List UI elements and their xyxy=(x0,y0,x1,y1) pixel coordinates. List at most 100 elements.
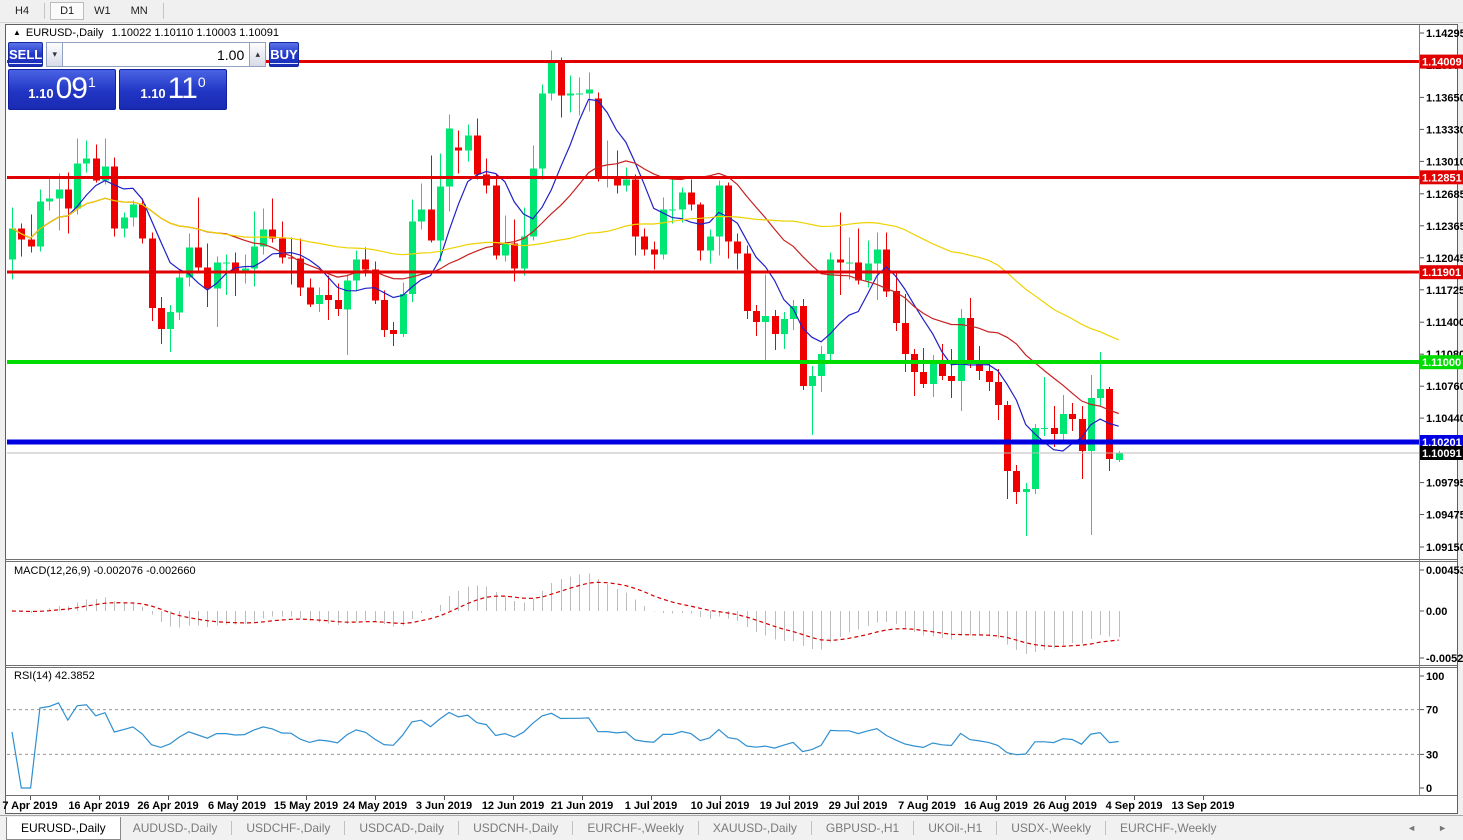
candle xyxy=(744,245,751,320)
candle-body xyxy=(214,262,221,289)
date-label: 7 Aug 2019 xyxy=(898,800,956,812)
candle xyxy=(920,348,927,389)
buy-price-box[interactable]: 1.10110 xyxy=(119,69,227,110)
candle-body xyxy=(614,176,621,186)
candle xyxy=(130,200,137,227)
tab-eurchf-weekly[interactable]: EURCHF-,Weekly xyxy=(587,821,684,835)
toolbar-separator xyxy=(162,3,164,19)
candle xyxy=(400,282,407,338)
price-tick-label: 1.12365 xyxy=(1426,221,1463,233)
candle xyxy=(1013,465,1020,504)
candle xyxy=(465,124,472,162)
candle-body xyxy=(1004,405,1011,471)
candle-body xyxy=(409,221,416,295)
chart-symbol-label: EURUSD-,Daily xyxy=(25,27,104,39)
timeframe-button-h4[interactable]: H4 xyxy=(5,2,39,20)
rsi-label: RSI(14) 42.3852 xyxy=(14,670,95,682)
tab-ukoil-h1[interactable]: UKOil-,H1 xyxy=(928,821,983,835)
macd-signal-line xyxy=(11,581,1119,648)
candle xyxy=(632,174,639,256)
candle-body xyxy=(65,189,72,209)
candle-body xyxy=(1032,428,1039,489)
timeframe-button-d1[interactable]: D1 xyxy=(50,2,85,20)
tab-gbpusd-h1[interactable]: GBPUSD-,H1 xyxy=(825,821,900,835)
candle-body xyxy=(772,316,779,335)
candle-body xyxy=(781,319,788,335)
tab-eurchf-weekly[interactable]: EURCHF-,Weekly xyxy=(1120,821,1217,835)
tab-eurusd-daily[interactable]: EURUSD-,Daily xyxy=(6,816,121,840)
candle-body xyxy=(679,192,686,210)
candle xyxy=(1069,403,1076,432)
candle-body xyxy=(37,201,44,247)
volume-increase-button[interactable]: ▴ xyxy=(249,42,267,67)
candle xyxy=(874,232,881,301)
candle-body xyxy=(502,243,509,256)
candle xyxy=(9,207,16,280)
macd-scale-label: 0.00 xyxy=(1426,606,1447,618)
date-label: 10 Jul 2019 xyxy=(691,800,750,812)
candle-body xyxy=(641,236,648,250)
candle xyxy=(567,75,574,113)
candle xyxy=(995,369,1002,421)
candle-body xyxy=(986,371,993,383)
tab-xauusd-daily[interactable]: XAUUSD-,Daily xyxy=(712,821,797,835)
price-level-label: 1.11901 xyxy=(1422,267,1461,279)
candle-body xyxy=(669,209,676,211)
candle-body xyxy=(716,185,723,237)
candle-body xyxy=(530,168,537,237)
sell-price-box[interactable]: 1.10091 xyxy=(8,69,116,110)
tab-usdcad-daily[interactable]: USDCAD-,Daily xyxy=(359,821,445,835)
candle xyxy=(1106,387,1113,472)
volume-input[interactable] xyxy=(63,42,250,67)
candle xyxy=(837,212,844,296)
candle xyxy=(948,349,955,399)
candle xyxy=(725,182,732,259)
candle xyxy=(223,254,230,296)
candle-body xyxy=(707,236,714,251)
volume-decrease-button[interactable]: ▾ xyxy=(46,42,64,67)
candle xyxy=(809,366,816,436)
level-line-1.11901 xyxy=(7,270,1420,274)
price-tick-label: 1.11400 xyxy=(1426,317,1463,329)
candle xyxy=(418,183,425,230)
tab-usdx-weekly[interactable]: USDX-,Weekly xyxy=(1011,821,1092,835)
timeframe-button-mn[interactable]: MN xyxy=(121,2,158,20)
candle-body xyxy=(335,300,342,310)
buy-price-prefix: 1.10 xyxy=(140,86,166,101)
chart-title: ▲ EURUSD-,Daily 1.10022 1.10110 1.10003 1.… xyxy=(13,27,279,39)
candle xyxy=(83,140,90,173)
candle-body xyxy=(967,318,974,362)
tab-separator xyxy=(458,821,460,835)
sell-price-main: 09 xyxy=(55,72,88,105)
candle-body xyxy=(465,135,472,151)
candle-body xyxy=(325,295,332,301)
tab-usdcnh-daily[interactable]: USDCNH-,Daily xyxy=(473,821,559,835)
buy-price-pip: 0 xyxy=(197,74,206,90)
tab-separator xyxy=(996,821,998,835)
candle-body xyxy=(28,239,35,247)
one-click-trading-toggle-icon[interactable]: ▲ xyxy=(13,28,21,37)
timeframe-button-w1[interactable]: W1 xyxy=(84,2,121,20)
price-tick-label: 1.14295 xyxy=(1426,28,1463,40)
candle xyxy=(446,114,453,212)
tab-usdchf-daily[interactable]: USDCHF-,Daily xyxy=(246,821,331,835)
buy-button-label: BUY xyxy=(270,47,298,64)
candle xyxy=(548,50,555,101)
candle xyxy=(530,145,537,241)
candle-body xyxy=(623,179,630,186)
candle-body xyxy=(269,229,276,239)
price-tick-label: 1.10440 xyxy=(1426,413,1463,425)
level-line-1.10201 xyxy=(7,439,1420,445)
candle xyxy=(800,299,807,391)
tab-audusd-daily[interactable]: AUDUSD-,Daily xyxy=(132,821,218,835)
buy-button[interactable]: BUY xyxy=(269,42,299,67)
candle xyxy=(409,199,416,303)
candle xyxy=(214,256,221,328)
tab-scroll-left-icon[interactable]: ◄ xyxy=(1407,823,1417,833)
candle xyxy=(428,155,435,243)
candle xyxy=(493,173,500,260)
price-level-label-bg xyxy=(1420,355,1463,370)
tab-scroll-right-icon[interactable]: ► xyxy=(1438,823,1447,833)
sell-button[interactable]: SELL xyxy=(8,42,44,67)
moving-average-50 xyxy=(11,197,1119,341)
